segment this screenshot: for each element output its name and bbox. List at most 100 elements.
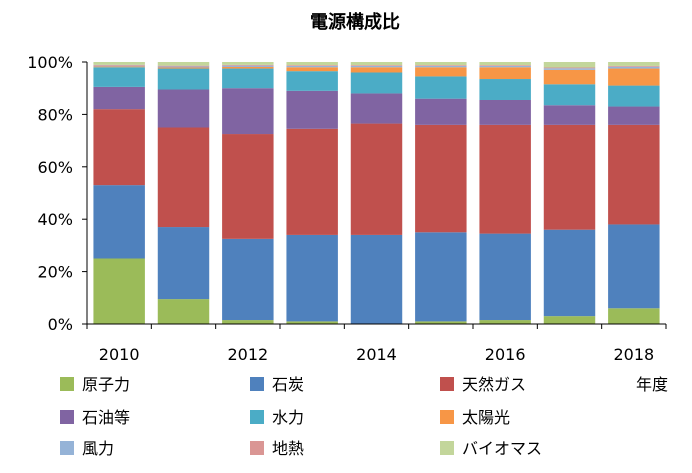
bar-segment — [479, 99, 531, 125]
bar-segment — [479, 233, 531, 321]
bar-segment — [286, 65, 338, 68]
bar-segment — [608, 224, 660, 309]
y-axis-ticks: 0% 20% 40% 60% 80% 100% — [27, 53, 87, 334]
legend-swatch — [250, 377, 264, 391]
bar-segment — [157, 68, 210, 90]
bar-segment — [93, 65, 145, 67]
bar-segment — [608, 106, 660, 125]
bar-segment — [479, 65, 531, 68]
bar-segment — [543, 84, 596, 106]
bar-segment — [415, 65, 467, 66]
bar-segment — [286, 71, 338, 91]
bar-segment — [479, 79, 531, 100]
bar-segment — [415, 232, 467, 322]
x-tick-label: 2016 — [485, 345, 526, 364]
bar-segment — [286, 67, 338, 72]
bar-segment — [157, 227, 210, 300]
legend-label: 太陽光 — [462, 408, 510, 427]
legend-swatch — [440, 441, 454, 455]
bar-segment — [608, 68, 660, 86]
bar-segment — [286, 65, 338, 66]
bar-segment — [415, 124, 467, 233]
bar-segment — [350, 65, 403, 66]
bar-segment — [543, 67, 596, 69]
legend-label: 原子力 — [82, 375, 130, 394]
bar-segment — [415, 98, 467, 125]
bar-segment — [415, 67, 467, 77]
legend-label: バイオマス — [462, 439, 542, 458]
bar-segment — [157, 62, 210, 66]
bar-segment — [157, 66, 210, 68]
x-tick-label: 2010 — [99, 345, 140, 364]
bar-segment — [157, 67, 210, 69]
bar-segment — [479, 320, 531, 324]
bar-segment — [608, 65, 660, 67]
x-axis-unit-label: 年度 — [636, 375, 668, 394]
bar-segment — [479, 124, 531, 234]
bar-segment — [93, 109, 145, 186]
x-tick-label: 2012 — [227, 345, 268, 364]
bar-segment — [93, 62, 145, 65]
y-tick-label: 20% — [37, 263, 73, 282]
x-tick-label: 2014 — [356, 345, 397, 364]
bar-segment — [157, 127, 210, 228]
bar-segment — [222, 64, 274, 66]
bar-segment — [286, 62, 338, 66]
bar-segment — [157, 89, 210, 128]
bar-segment — [608, 85, 660, 107]
bar-segment — [222, 134, 274, 239]
bar-segment — [93, 258, 145, 324]
bar-segment — [350, 234, 403, 324]
legend-swatch — [440, 410, 454, 424]
bar-segment — [350, 67, 403, 73]
bar-segment — [543, 62, 596, 68]
bar-segment — [93, 86, 145, 110]
bar-segment — [479, 65, 531, 66]
bar-segment — [608, 124, 660, 225]
legend-label: 地熱 — [272, 439, 304, 458]
bar-segment — [608, 308, 660, 324]
legend-label: 天然ガス — [462, 375, 526, 394]
bar-segment — [157, 65, 210, 67]
bar-segment — [222, 62, 274, 65]
bar-segment — [608, 62, 660, 66]
legend-swatch — [60, 377, 74, 391]
bar-segment — [415, 321, 467, 324]
bar-segment — [286, 321, 338, 324]
legend-swatch — [60, 441, 74, 455]
bar-segment — [543, 105, 596, 125]
bar-segment — [222, 65, 274, 67]
y-tick-label: 40% — [37, 210, 73, 229]
bar-segment — [415, 62, 467, 66]
legend-swatch — [440, 377, 454, 391]
legend-swatch — [60, 410, 74, 424]
bar-segment — [93, 67, 145, 87]
bar-segment — [543, 316, 596, 324]
bar-segment — [350, 62, 403, 66]
legend-swatch — [250, 441, 264, 455]
bars-group — [93, 62, 660, 324]
bar-segment — [415, 76, 467, 99]
y-tick-label: 80% — [37, 105, 73, 124]
legend-label: 水力 — [272, 408, 304, 427]
bar-segment — [222, 320, 274, 324]
bar-segment — [543, 68, 596, 70]
y-tick-label: 100% — [27, 53, 73, 72]
bar-segment — [93, 64, 145, 66]
bar-segment — [608, 66, 660, 69]
bar-segment — [479, 62, 531, 66]
bar-segment — [286, 90, 338, 129]
bar-segment — [286, 128, 338, 235]
bar-segment — [350, 72, 403, 94]
bar-segment — [479, 67, 531, 80]
legend-label: 風力 — [82, 439, 114, 458]
legend-label: 石油等 — [82, 408, 130, 427]
x-tick-label: 2018 — [613, 345, 654, 364]
bar-segment — [543, 124, 596, 230]
legend-label: 石炭 — [272, 375, 304, 394]
bar-segment — [93, 185, 145, 259]
bar-segment — [350, 65, 403, 68]
bar-segment — [543, 69, 596, 85]
bar-segment — [93, 66, 145, 68]
